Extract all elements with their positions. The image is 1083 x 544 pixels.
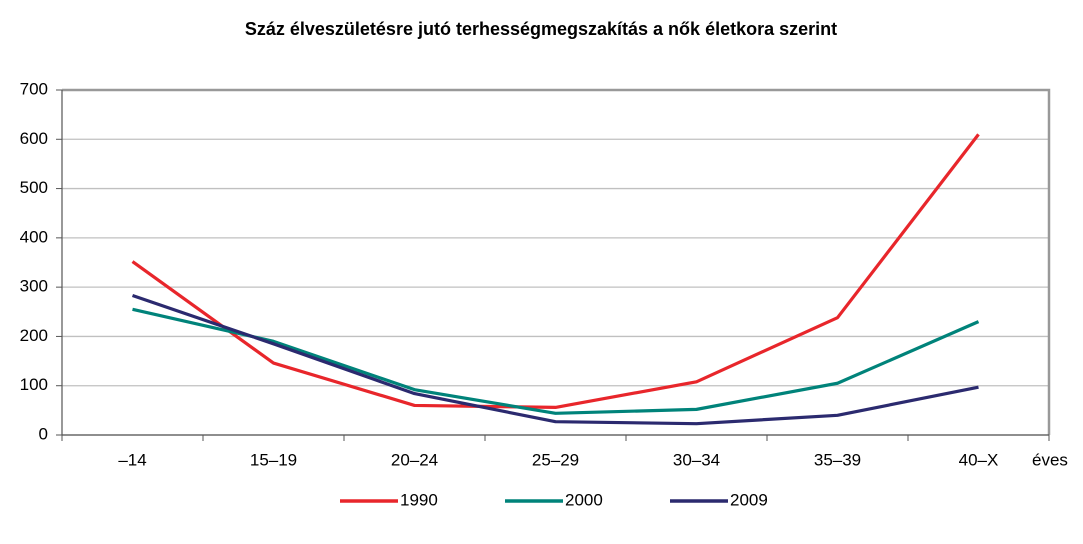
y-tick-label: 300 (20, 277, 48, 296)
x-tick-label: 35–39 (814, 450, 861, 469)
x-tick-label: 40–X (959, 450, 999, 469)
y-tick-label: 500 (20, 178, 48, 197)
y-tick-label: 0 (39, 424, 48, 443)
x-axis-label: éves (1032, 450, 1068, 469)
x-tick-label: 15–19 (250, 450, 297, 469)
line-series (132, 307, 980, 415)
plot-frame (62, 88, 1051, 435)
line-series (131, 133, 980, 409)
legend-label: 1990 (400, 490, 438, 509)
x-tick-label: 20–24 (391, 450, 438, 469)
legend-label: 2000 (565, 490, 603, 509)
x-tick-label: 25–29 (532, 450, 579, 469)
legend-label: 2009 (730, 490, 768, 509)
y-tick-label: 600 (20, 129, 48, 148)
y-tick-label: 200 (20, 326, 48, 345)
x-tick-label: 30–34 (673, 450, 720, 469)
y-tick-label: 100 (20, 375, 48, 394)
x-tick-label: –14 (118, 450, 146, 469)
y-tick-label: 700 (20, 79, 48, 98)
chart-title: Száz élveszületésre jutó terhességmegsza… (245, 19, 837, 39)
line-series (131, 294, 979, 426)
y-tick-label: 400 (20, 227, 48, 246)
